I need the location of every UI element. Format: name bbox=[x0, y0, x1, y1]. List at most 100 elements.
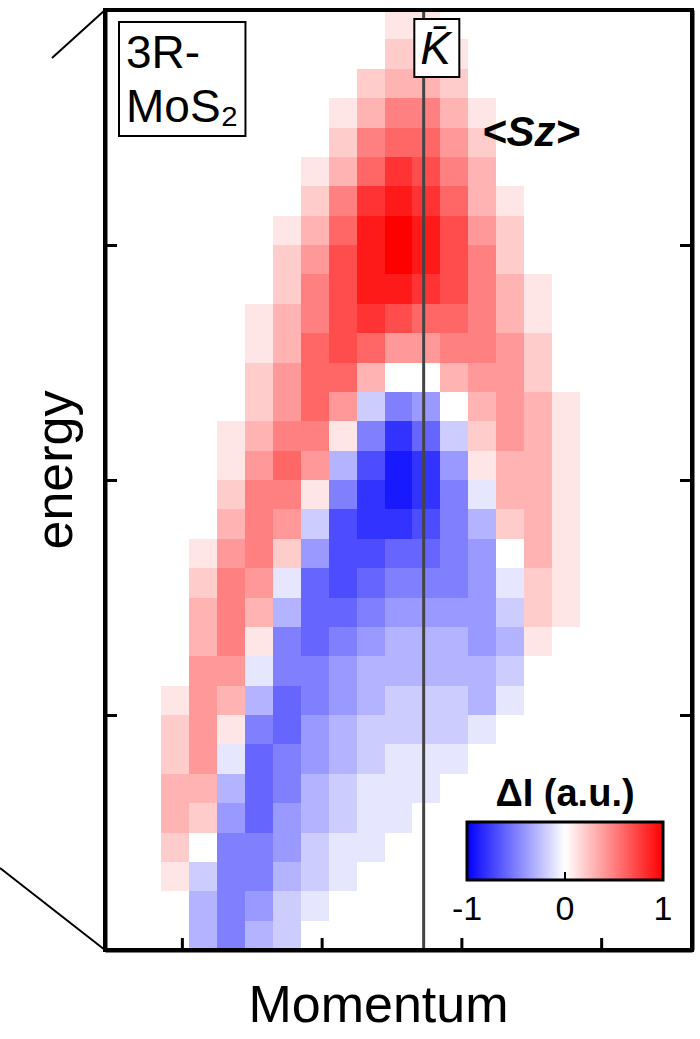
tick bbox=[105, 245, 117, 246]
heatmap-cell bbox=[552, 656, 581, 686]
heatmap-cell bbox=[524, 744, 553, 774]
heatmap-cell bbox=[245, 39, 274, 69]
heatmap-cell bbox=[580, 216, 609, 246]
heatmap-cell bbox=[161, 333, 190, 363]
heatmap-cell bbox=[105, 774, 134, 804]
heatmap-cell bbox=[301, 392, 330, 422]
heatmap-cell bbox=[245, 833, 274, 863]
heatmap-cell bbox=[412, 421, 441, 451]
heatmap-cell bbox=[301, 10, 330, 40]
heatmap-cell bbox=[273, 392, 302, 422]
tick bbox=[182, 938, 183, 950]
heatmap-cell bbox=[273, 744, 302, 774]
heatmap-cell bbox=[385, 568, 414, 598]
heatmap-cell bbox=[385, 421, 414, 451]
heatmap-cell bbox=[357, 480, 386, 510]
heatmap-cell bbox=[496, 69, 525, 99]
heatmap-cell bbox=[245, 744, 274, 774]
heatmap-cell bbox=[412, 451, 441, 481]
heatmap-cell bbox=[440, 186, 469, 216]
heatmap-cell bbox=[664, 363, 692, 393]
tick bbox=[680, 245, 692, 246]
heatmap-cell bbox=[189, 274, 218, 304]
heatmap-cell bbox=[301, 128, 330, 158]
heatmap-cell bbox=[329, 568, 358, 598]
heatmap-cell bbox=[440, 392, 469, 422]
heatmap-cell bbox=[524, 69, 553, 99]
heatmap-cell bbox=[636, 744, 665, 774]
heatmap-cell bbox=[217, 216, 246, 246]
heatmap-cell bbox=[552, 392, 581, 422]
heatmap-cell bbox=[189, 333, 218, 363]
heatmap-cell bbox=[385, 98, 414, 128]
heatmap-cell bbox=[329, 274, 358, 304]
heatmap-cell bbox=[608, 715, 637, 745]
heatmap-cell bbox=[664, 774, 692, 804]
x-axis-title: Momentum bbox=[248, 975, 508, 1033]
heatmap-cell bbox=[133, 891, 162, 921]
heatmap-cell bbox=[245, 480, 274, 510]
heatmap-cell bbox=[133, 715, 162, 745]
heatmap-cell bbox=[245, 304, 274, 334]
heatmap-cell bbox=[161, 392, 190, 422]
heatmap-cell bbox=[245, 363, 274, 393]
heatmap-cell bbox=[385, 686, 414, 716]
heatmap-cell bbox=[385, 744, 414, 774]
heatmap-cell bbox=[357, 421, 386, 451]
heatmap-cell bbox=[329, 98, 358, 128]
heatmap-cell bbox=[608, 69, 637, 99]
heatmap-cell bbox=[301, 333, 330, 363]
heatmap-cell bbox=[552, 568, 581, 598]
heatmap-cell bbox=[524, 686, 553, 716]
plot-frame bbox=[105, 10, 692, 950]
heatmap-cell bbox=[329, 421, 358, 451]
heatmap-cell bbox=[496, 39, 525, 69]
heatmap-cell bbox=[468, 656, 497, 686]
heatmap-cell bbox=[329, 39, 358, 69]
heatmap-cell bbox=[552, 421, 581, 451]
heatmap-cell bbox=[385, 69, 414, 99]
heatmap-cell bbox=[273, 715, 302, 745]
heatmap-cell bbox=[357, 392, 386, 422]
heatmap-cell bbox=[440, 656, 469, 686]
heatmap-cell bbox=[664, 744, 692, 774]
heatmap-cell bbox=[273, 774, 302, 804]
heatmap-cell bbox=[161, 921, 190, 950]
heatmap-cell bbox=[440, 627, 469, 657]
heatmap-cell bbox=[273, 39, 302, 69]
heatmap-cell bbox=[189, 598, 218, 628]
heatmap-cell bbox=[133, 539, 162, 569]
heatmap-cell bbox=[189, 186, 218, 216]
heatmap-cell bbox=[189, 656, 218, 686]
heatmap-cell bbox=[664, 157, 692, 187]
heatmap-cell bbox=[412, 891, 441, 921]
heatmap-cell bbox=[217, 686, 246, 716]
heatmap-cell bbox=[105, 274, 134, 304]
heatmap-cell bbox=[105, 186, 134, 216]
heatmap-cell bbox=[636, 245, 665, 275]
heatmap-cell bbox=[161, 274, 190, 304]
heatmap-cell bbox=[608, 10, 637, 40]
heatmap-cell bbox=[357, 333, 386, 363]
heatmap-cell bbox=[580, 627, 609, 657]
heatmap-cell bbox=[329, 216, 358, 246]
heatmap-cell bbox=[217, 803, 246, 833]
heatmap-cell bbox=[524, 392, 553, 422]
heatmap-cell bbox=[552, 39, 581, 69]
heatmap-cell bbox=[608, 216, 637, 246]
heatmap-cell bbox=[552, 451, 581, 481]
heatmap-cell bbox=[217, 274, 246, 304]
heatmap-cell bbox=[329, 744, 358, 774]
heatmap-cell bbox=[608, 98, 637, 128]
heatmap-cell bbox=[580, 509, 609, 539]
heatmap-cell bbox=[273, 216, 302, 246]
heatmap-cell bbox=[496, 363, 525, 393]
heatmap-cell bbox=[217, 598, 246, 628]
heatmap-cell bbox=[245, 69, 274, 99]
heatmap-cell bbox=[301, 480, 330, 510]
heatmap-cell bbox=[273, 69, 302, 99]
heatmap-cell bbox=[664, 333, 692, 363]
heatmap-cell bbox=[552, 598, 581, 628]
heatmap-cell bbox=[440, 568, 469, 598]
heatmap-cell bbox=[664, 69, 692, 99]
